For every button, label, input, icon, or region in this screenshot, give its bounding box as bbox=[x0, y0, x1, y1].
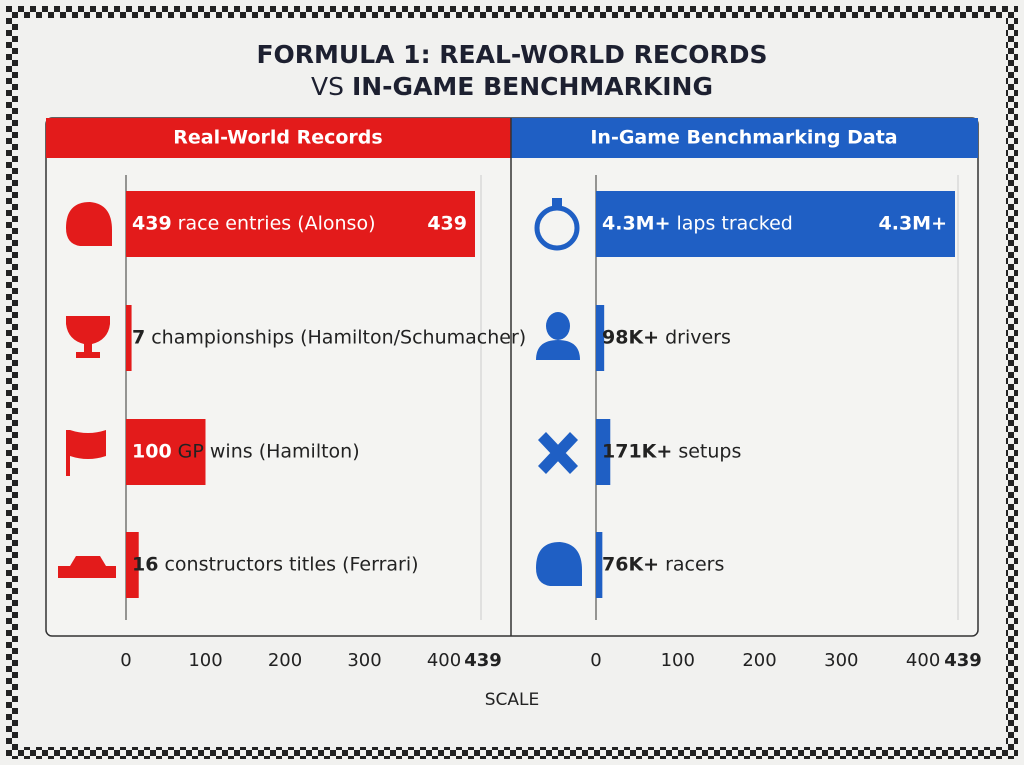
trophy-icon bbox=[66, 316, 110, 358]
bar bbox=[126, 419, 206, 485]
panel-title: Real-World Records bbox=[173, 127, 382, 149]
icons-left bbox=[58, 202, 116, 578]
value-label: 16 bbox=[132, 554, 158, 576]
value-label: 4.3M+ bbox=[602, 213, 671, 235]
x-tick-label: 100 bbox=[188, 650, 222, 671]
driver-icon bbox=[536, 312, 580, 360]
checkered-border bbox=[6, 6, 1018, 759]
bar bbox=[126, 191, 475, 257]
value-label: 7 bbox=[132, 327, 145, 349]
x-tick-label: 0 bbox=[590, 650, 601, 671]
bar bbox=[126, 305, 132, 371]
x-tick-label: 300 bbox=[347, 650, 381, 671]
x-tick-label: 400 bbox=[906, 650, 940, 671]
x-tick-label: 200 bbox=[742, 650, 776, 671]
bar bbox=[596, 305, 605, 371]
x-tick-label: 200 bbox=[268, 650, 302, 671]
icons-right bbox=[534, 198, 582, 586]
category-label: constructors titles (Ferrari) bbox=[164, 554, 418, 576]
x-tick-label: 0 bbox=[120, 650, 131, 671]
stopwatch-top bbox=[552, 198, 562, 206]
panel-header-left bbox=[46, 118, 511, 158]
title-line-1: FORMULA 1: REAL-WORLD RECORDS bbox=[256, 40, 767, 69]
value-label: 76K+ bbox=[602, 554, 659, 576]
category-label: setups bbox=[678, 441, 741, 463]
stopwatch-icon bbox=[534, 205, 580, 251]
bar bbox=[596, 532, 603, 598]
title-line-2: IN-GAME BENCHMARKING bbox=[352, 72, 713, 101]
value-label: 439 bbox=[132, 213, 172, 235]
value-label: 98K+ bbox=[602, 327, 659, 349]
x-tick-label: 300 bbox=[824, 650, 858, 671]
helmet-icon bbox=[536, 542, 582, 586]
value-label-end: 4.3M+ bbox=[879, 213, 948, 235]
x-tick-label: 439 bbox=[464, 650, 502, 671]
title-vs: VS bbox=[311, 72, 344, 101]
category-label: race entries (Alonso) bbox=[178, 213, 376, 235]
bar bbox=[596, 419, 611, 485]
category-label: racers bbox=[665, 554, 724, 576]
bar bbox=[596, 191, 955, 257]
value-label: 100 bbox=[132, 441, 172, 463]
flag-icon bbox=[66, 430, 106, 476]
tools-icon bbox=[538, 432, 578, 474]
car-icon bbox=[58, 556, 116, 578]
x-tick-label: 400 bbox=[427, 650, 461, 671]
panel-title: In-Game Benchmarking Data bbox=[590, 127, 897, 149]
x-tick-label: 100 bbox=[661, 650, 695, 671]
category-label: GP wins (Hamilton) bbox=[178, 441, 360, 463]
helmet-icon bbox=[66, 202, 112, 246]
value-label-end: 439 bbox=[427, 213, 467, 235]
category-label: drivers bbox=[665, 327, 731, 349]
value-label: 171K+ bbox=[602, 441, 672, 463]
category-label: championships (Hamilton/Schumacher) bbox=[151, 327, 526, 349]
bar bbox=[126, 532, 139, 598]
category-label: laps tracked bbox=[677, 213, 793, 235]
x-tick-label: 439 bbox=[944, 650, 982, 671]
x-axis-label: SCALE bbox=[485, 690, 540, 710]
panel-header-right bbox=[511, 118, 978, 158]
